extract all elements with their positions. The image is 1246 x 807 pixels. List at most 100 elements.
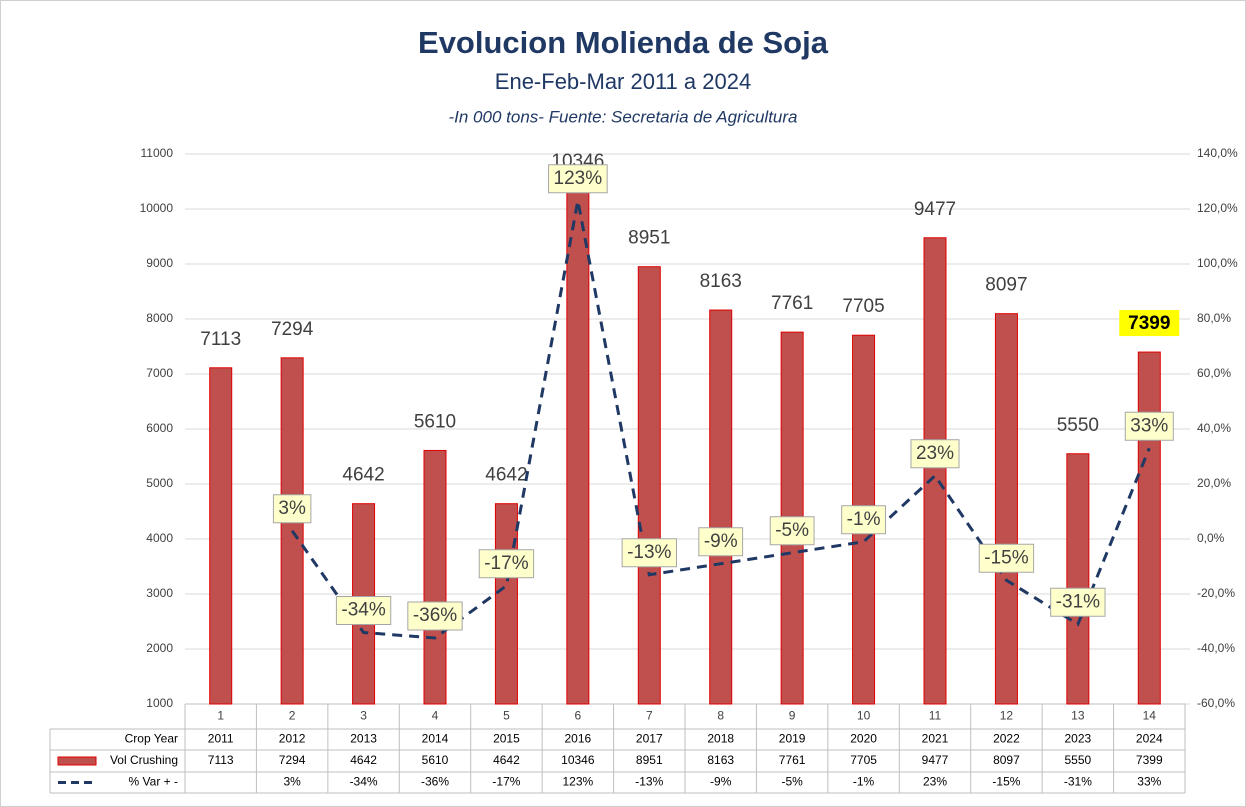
legend-label: Vol Crushing: [110, 753, 178, 767]
y-tick-label: 6000: [146, 421, 173, 435]
y-tick-label: 9000: [146, 256, 173, 270]
y2-tick-label: 120,0%: [1197, 201, 1238, 215]
label-box: [769, 516, 815, 546]
table-cell: 2023: [1065, 732, 1092, 746]
label-box: [910, 439, 960, 469]
y2-tick-label: -20,0%: [1197, 586, 1235, 600]
table-cell: 7705: [850, 753, 877, 767]
bar: [494, 503, 518, 705]
table-cell: 2015: [493, 732, 520, 746]
table-cell: 7294: [279, 753, 306, 767]
table-cell: -17%: [492, 775, 520, 789]
x-tick-label: 4: [432, 709, 439, 723]
table-cell: 123%: [563, 775, 594, 789]
table-cell: 2019: [779, 732, 806, 746]
line-value-label: -34%: [341, 600, 385, 621]
table-cell: -15%: [992, 775, 1020, 789]
line-value-label: -31%: [1056, 591, 1100, 612]
x-tick-label: 5: [503, 709, 510, 723]
y2-tick-label: -40,0%: [1197, 641, 1235, 655]
label-highlight: [1119, 310, 1180, 337]
line-value-label: -17%: [484, 553, 528, 574]
table-cell: 2014: [422, 732, 449, 746]
y-tick-label: 7000: [146, 366, 173, 380]
label-box: [272, 494, 312, 524]
table-cell: 2013: [350, 732, 377, 746]
x-tick-label: 13: [1071, 709, 1085, 723]
table-cell: 8951: [636, 753, 663, 767]
line-value-label: -13%: [627, 542, 671, 563]
bar-value-label: 7113: [200, 329, 241, 350]
line-value-label: 33%: [1130, 415, 1168, 436]
bar: [423, 449, 447, 705]
table-cell: 33%: [1137, 775, 1161, 789]
x-tick-label: 14: [1143, 709, 1157, 723]
bar: [637, 266, 661, 705]
bar-value-label: 8163: [700, 271, 742, 292]
label-box: [978, 543, 1035, 573]
y2-tick-label: 40,0%: [1197, 421, 1231, 435]
y-tick-label: 5000: [146, 476, 173, 490]
bar-value-label: 7399: [1128, 313, 1170, 334]
table-cell: 2020: [850, 732, 877, 746]
table-cell: 2011: [208, 732, 234, 746]
table-cell: 2016: [565, 732, 592, 746]
label-box: [407, 601, 463, 631]
line-value-label: 3%: [278, 498, 306, 519]
y-tick-label: 11000: [141, 146, 174, 160]
x-tick-label: 10: [857, 709, 871, 723]
y2-tick-label: 20,0%: [1197, 476, 1231, 490]
x-tick-label: 11: [929, 709, 942, 723]
table-cell: 4642: [350, 753, 377, 767]
table-cell: 4642: [493, 753, 520, 767]
table-cell: 2012: [279, 732, 306, 746]
table-cell: 2022: [993, 732, 1020, 746]
y-tick-label: 4000: [146, 531, 173, 545]
y2-tick-label: -60,0%: [1197, 696, 1235, 710]
y-tick-label: 2000: [146, 641, 173, 655]
y2-tick-label: 100,0%: [1197, 256, 1238, 270]
table-cell: 2021: [922, 732, 949, 746]
bar-value-label: 8097: [985, 275, 1027, 296]
table-cell: 23%: [923, 775, 947, 789]
bar: [1137, 351, 1161, 705]
y-tick-label: 1000: [146, 696, 173, 710]
x-tick-label: 8: [717, 709, 724, 723]
table-cell: 7399: [1136, 753, 1163, 767]
bar-value-label: 4642: [485, 465, 527, 486]
line-value-label: -36%: [413, 605, 457, 626]
chart-subtitle: Ene-Feb-Mar 2011 a 2024: [495, 69, 751, 94]
bar: [709, 309, 733, 705]
legend-swatch: [57, 756, 97, 766]
table-cell: 3%: [283, 775, 301, 789]
bar-value-label: 9477: [914, 199, 956, 220]
label-box: [1050, 587, 1106, 617]
x-tick-label: 12: [1000, 709, 1014, 723]
table-cell: 10346: [561, 753, 595, 767]
table-cell: -31%: [1064, 775, 1092, 789]
x-tick-label: 1: [217, 709, 224, 723]
chart-title: Evolucion Molienda de Soja: [418, 25, 829, 60]
table-cell: 2018: [707, 732, 734, 746]
x-tick-label: 9: [789, 709, 796, 723]
line-value-label: -1%: [847, 509, 881, 530]
line-value-label: -9%: [704, 531, 738, 552]
bar-value-label: 4642: [342, 465, 384, 486]
line-value-label: -15%: [984, 547, 1028, 568]
bar: [1066, 453, 1090, 705]
bar-value-label: 7294: [271, 319, 314, 340]
table-cell: 9477: [922, 753, 949, 767]
table-row-label: Crop Year: [125, 732, 178, 746]
bar: [209, 367, 233, 705]
x-tick-label: 3: [360, 709, 367, 723]
bar-value-label: 5550: [1057, 415, 1099, 436]
table-cell: 2017: [636, 732, 663, 746]
table-cell: 7113: [208, 753, 234, 767]
line-value-label: 23%: [916, 443, 954, 464]
table-cell: 5550: [1065, 753, 1092, 767]
bar: [923, 237, 947, 705]
line-value-label: -5%: [775, 520, 809, 541]
table-cell: -9%: [710, 775, 732, 789]
label-box: [548, 164, 608, 194]
